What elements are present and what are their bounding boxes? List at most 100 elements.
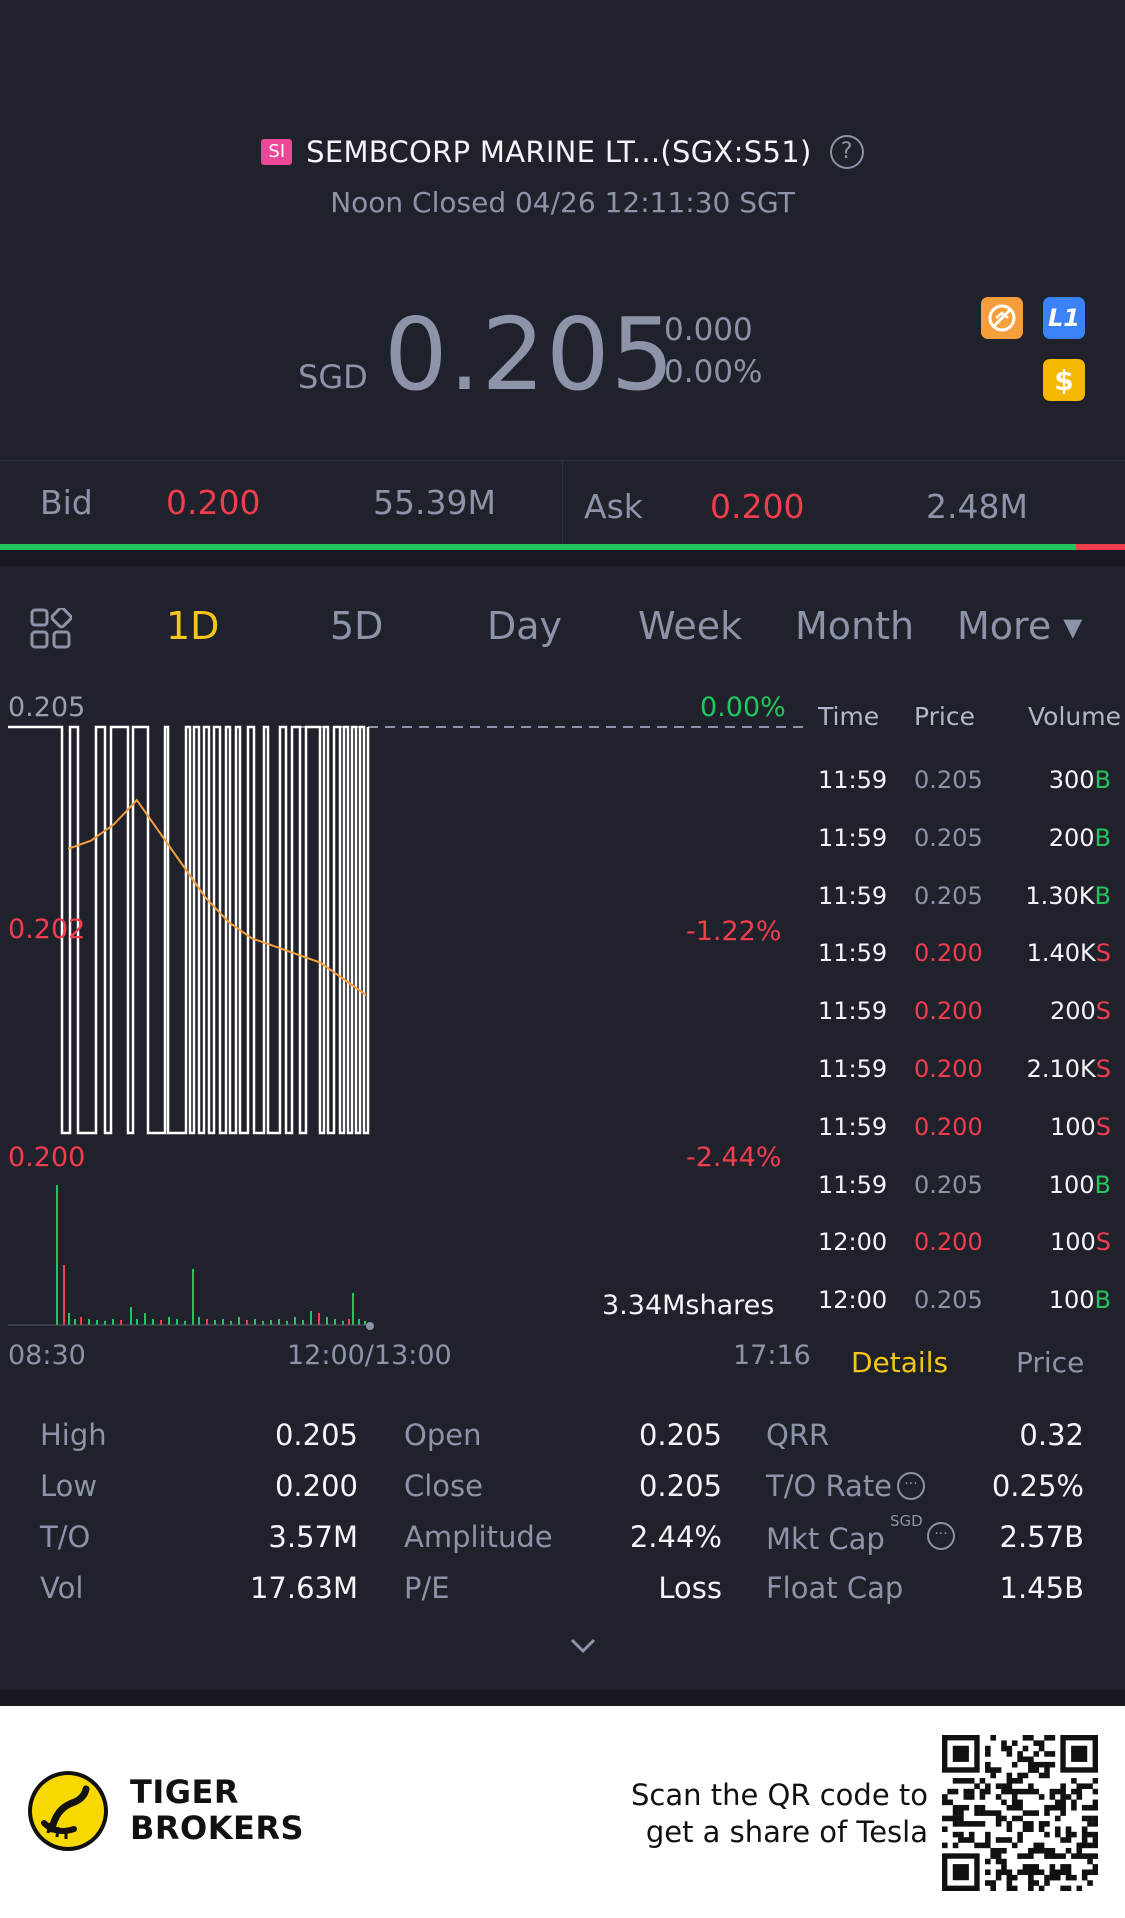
qr-module [1054,1815,1061,1822]
qr-module [963,1804,970,1811]
no-trade-icon[interactable] [981,297,1023,339]
qr-module [958,1815,964,1822]
volume-bar [254,1319,256,1325]
qr-module [1022,1821,1029,1827]
qr-module [947,1815,953,1822]
qr-module [1033,1767,1040,1773]
qr-module [1038,1740,1045,1746]
tab-price[interactable]: Price [1016,1346,1085,1379]
tick-row: 11:59 0.205 200B [810,824,1125,882]
tick-volume-value: 100 [1049,1228,1096,1257]
qr-module [1087,1858,1093,1865]
qr-module [995,1815,1002,1822]
layout-grid-icon[interactable] [30,608,72,650]
qr-module [1038,1847,1045,1854]
qr-module [1017,1837,1023,1843]
qr-module [1028,1810,1034,1816]
info-icon[interactable]: ··· [897,1472,925,1500]
stat-label: T/O Rate [766,1469,893,1503]
volume-bar [130,1307,132,1325]
qr-module [1071,1778,1077,1784]
qr-module [995,1874,1002,1881]
stat-value: 0.200 [274,1469,358,1503]
dollar-icon[interactable]: $ [1043,359,1085,401]
qr-module [1028,1788,1034,1795]
qr-module [1054,1874,1061,1881]
tick-side: S [1095,939,1111,968]
qr-module [942,1826,948,1833]
qr-module [1022,1772,1029,1779]
qr-module [968,1794,975,1800]
pct-label-top: 0.00% [700,692,786,723]
qr-module [985,1858,991,1865]
qr-module [1006,1745,1013,1752]
stat-label: High [40,1418,107,1452]
volume-bar [74,1319,76,1325]
qr-module [1049,1864,1056,1870]
volume-bar [334,1319,336,1325]
qr-module [1044,1810,1050,1816]
qr-module [995,1837,1002,1843]
stat-value: 2.57B [999,1520,1084,1554]
qr-module [968,1778,975,1784]
stock-title[interactable]: SEMBCORP MARINE LT...(SGX:S51) [306,135,812,169]
level1-icon[interactable]: L1 [1043,297,1085,339]
volume-bar [246,1320,248,1325]
tab-details[interactable]: Details [851,1346,949,1379]
qr-module [1071,1804,1077,1811]
qr-module [1044,1735,1050,1741]
intraday-chart[interactable]: 0.205 0.202 0.200 0.00% -1.22% -2.44% 3.… [0,690,811,1371]
qr-module [1017,1756,1023,1763]
qr-module [1049,1788,1056,1795]
help-icon[interactable]: ? [829,135,864,169]
tab-1d[interactable]: 1D [166,604,220,648]
qr-module [1087,1842,1093,1849]
qr-module [1017,1853,1023,1859]
qr-module [952,1831,959,1838]
qr-module [1006,1788,1013,1795]
qr-module [1054,1831,1061,1838]
qr-finder [952,1745,969,1762]
chevron-down-icon[interactable] [568,1636,598,1656]
qr-module [1060,1885,1066,1891]
tab-more[interactable]: More ▾ [957,604,1083,648]
volume-bar [104,1321,106,1325]
volume-bar [80,1317,82,1325]
qr-module [1017,1799,1023,1806]
qr-module [995,1847,1002,1854]
tab-day[interactable]: Day [487,604,563,648]
tab-month[interactable]: Month [795,604,915,648]
info-icon[interactable]: ··· [927,1522,955,1550]
qr-module [942,1815,948,1822]
tick-time: 11:59 [818,881,888,910]
qr-module [1006,1885,1013,1891]
volume-bar [112,1319,114,1325]
qr-module [1060,1853,1066,1859]
qr-module [1017,1815,1023,1822]
qr-module [1049,1853,1056,1859]
tick-time: 11:59 [818,997,888,1026]
qr-module [1011,1842,1018,1849]
qr-module [1092,1788,1098,1795]
qr-module [1081,1815,1088,1822]
qr-module [1060,1837,1066,1843]
tab-5d[interactable]: 5D [330,604,384,648]
chart-svg [8,725,805,1330]
tab-week[interactable]: Week [638,604,743,648]
qr-module [1006,1821,1013,1827]
price-series [8,725,370,1135]
qr-module [952,1778,959,1784]
qr-module [1044,1880,1050,1886]
qr-finder [1071,1745,1088,1762]
qr-module [1006,1874,1013,1881]
y-label-mid: 0.202 [8,914,86,945]
qr-module [1001,1799,1007,1806]
qr-module [1092,1778,1098,1784]
qr-module [1038,1761,1045,1768]
qr-module [1049,1794,1056,1800]
qr-module [990,1810,996,1816]
qr-module [974,1783,980,1789]
qr-module [963,1794,970,1800]
tick-price: 0.200 [914,1112,983,1141]
ask-depth-bar [1076,544,1125,550]
